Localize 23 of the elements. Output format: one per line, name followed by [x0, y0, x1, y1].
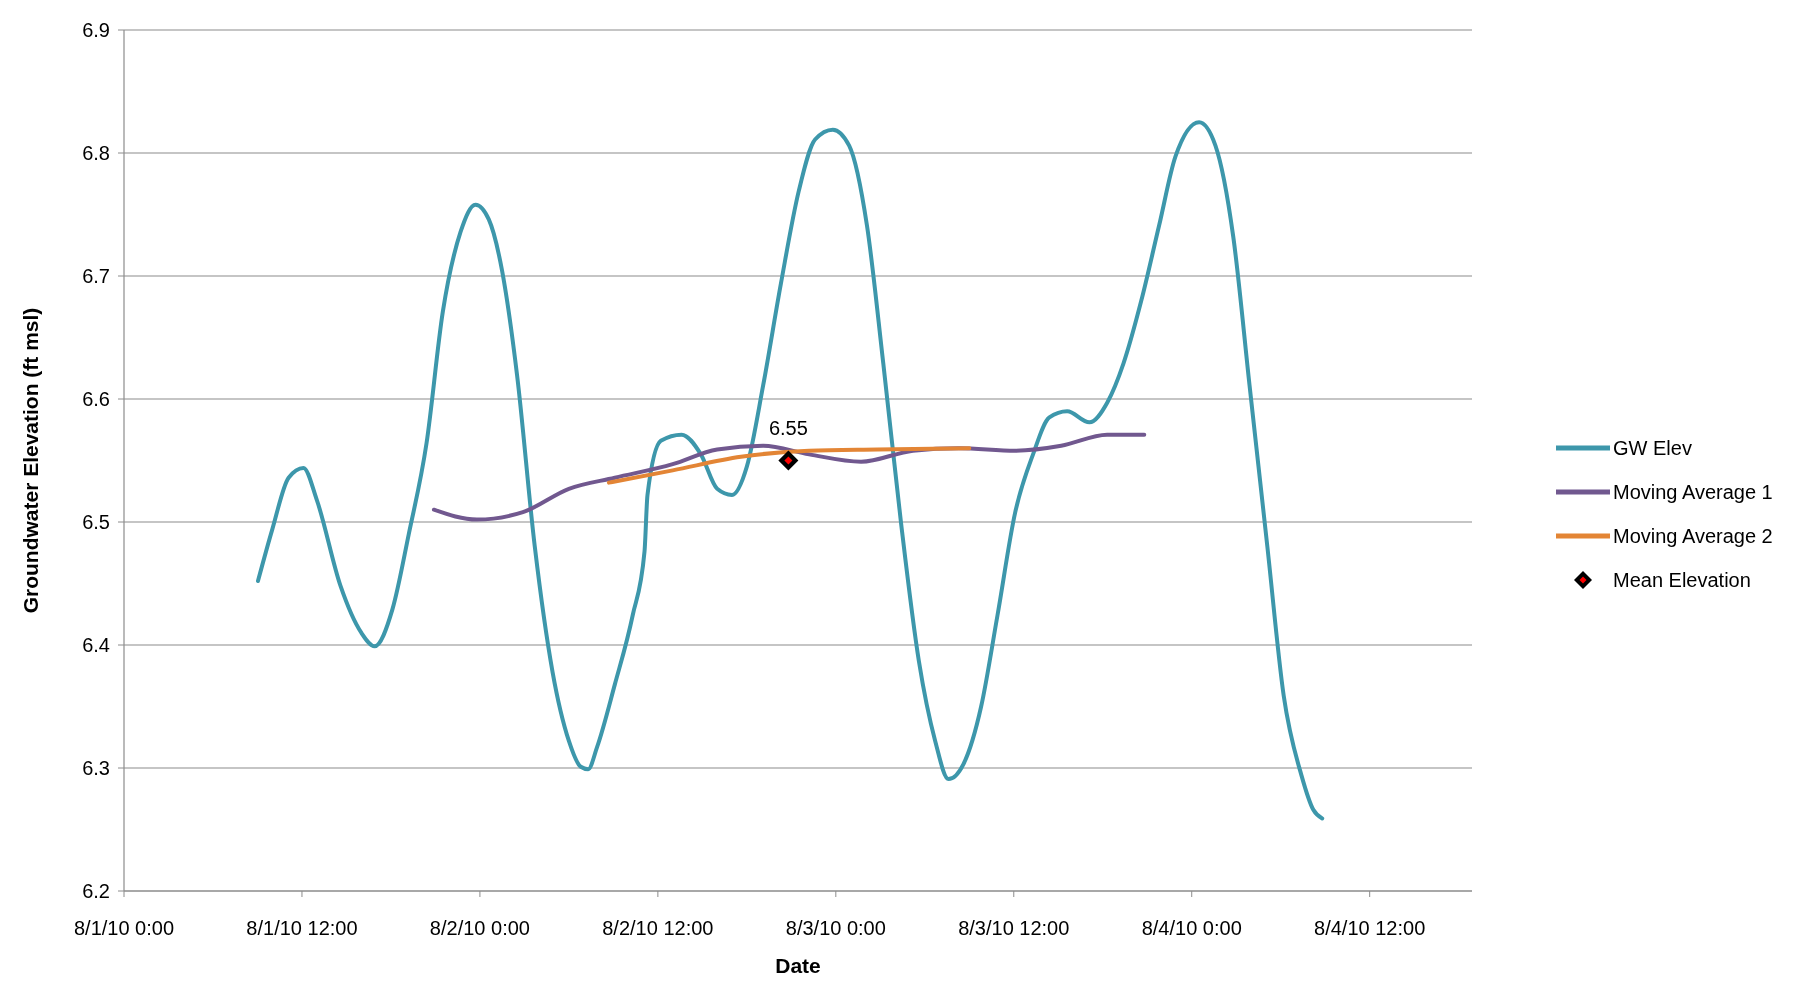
- legend-label: Moving Average 1: [1613, 481, 1773, 503]
- y-tick-label: 6.7: [82, 265, 110, 287]
- legend-label: Mean Elevation: [1613, 569, 1751, 591]
- y-axis-title: Groundwater Elevation (ft msl): [19, 307, 42, 614]
- x-tick-label: 8/2/10 0:00: [429, 917, 530, 939]
- y-tick-label: 6.4: [82, 634, 110, 656]
- legend-label: Moving Average 2: [1613, 525, 1773, 547]
- x-tick-label: 8/3/10 12:00: [958, 917, 1070, 939]
- data-label: 6.55: [768, 416, 808, 439]
- y-tick-label: 6.6: [82, 388, 110, 410]
- legend-label: GW Elev: [1613, 437, 1692, 459]
- y-tick-label: 6.8: [82, 142, 110, 164]
- y-tick-label: 6.5: [82, 511, 110, 533]
- y-tick-label: 6.3: [82, 757, 110, 779]
- x-axis-title: Date: [775, 954, 821, 977]
- x-tick-label: 8/4/10 12:00: [1314, 917, 1426, 939]
- x-tick-label: 8/2/10 12:00: [602, 917, 714, 939]
- y-tick-label: 6.9: [82, 19, 110, 41]
- x-tick-label: 8/1/10 12:00: [246, 917, 358, 939]
- y-tick-label: 6.2: [82, 880, 110, 902]
- x-tick-label: 8/3/10 0:00: [785, 917, 886, 939]
- x-tick-label: 8/4/10 0:00: [1141, 917, 1242, 939]
- x-tick-label: 8/1/10 0:00: [73, 917, 175, 939]
